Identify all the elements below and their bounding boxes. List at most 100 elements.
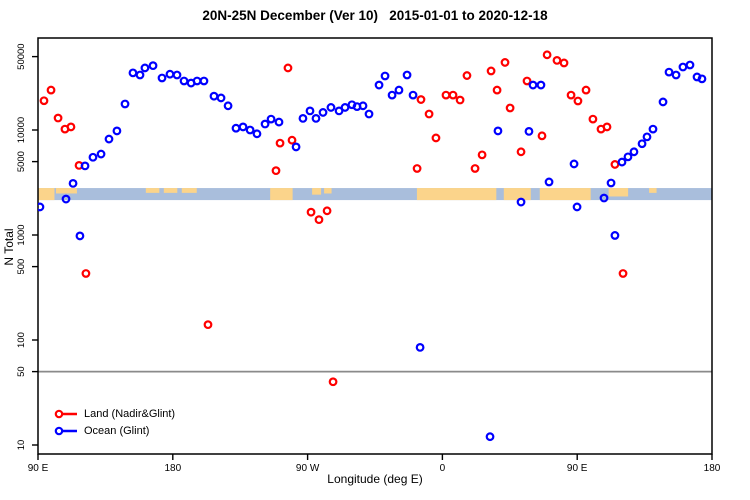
scatter-point (402, 70, 412, 80)
y-axis-label: N Total (2, 228, 16, 266)
scatter-point (493, 126, 503, 136)
scatter-point (120, 99, 130, 109)
scatter-point (179, 76, 189, 86)
scatter-point (544, 177, 554, 187)
scatter-point (260, 119, 270, 129)
scatter-point (66, 122, 76, 132)
scatter-point (448, 90, 458, 100)
scatter-point (231, 123, 241, 133)
scatter-point (340, 103, 350, 112)
legend-item-land: Land (Nadir&Glint) (50, 406, 175, 422)
legend: Land (Nadir&Glint) Ocean (Glint) (50, 406, 175, 439)
scatter-point (39, 96, 49, 106)
scatter-point (46, 85, 56, 95)
scatter-point (664, 67, 674, 77)
map-strip-land (649, 188, 657, 193)
scatter-point (291, 142, 301, 152)
scatter-point (322, 206, 332, 216)
scatter-point (629, 147, 639, 157)
x-tick-label: 180 (164, 463, 181, 474)
legend-label: Ocean (Glint) (84, 425, 150, 437)
scatter-point (306, 207, 316, 217)
map-strip-land (55, 188, 77, 194)
x-tick-label: 0 (440, 463, 446, 474)
map-strip-land (181, 188, 197, 193)
scatter-point (135, 70, 145, 80)
scatter-point (588, 114, 598, 124)
y-tick-label: 50000 (16, 43, 27, 69)
scatter-point (326, 103, 336, 112)
scatter-point (610, 231, 620, 240)
scatter-point (516, 147, 526, 157)
series-land (39, 50, 628, 387)
x-tick-label: 90 E (28, 463, 49, 474)
scatter-point (522, 76, 532, 86)
scatter-point (685, 60, 695, 70)
y-tick-label: 10 (16, 440, 27, 451)
scatter-point (380, 71, 390, 81)
scatter-point (569, 159, 579, 169)
scatter-point (274, 117, 284, 127)
map-strip-land (539, 188, 591, 201)
scatter-point (602, 122, 612, 132)
series-ocean (38, 60, 707, 442)
map-strip-land (324, 188, 332, 194)
scatter-point (81, 269, 91, 278)
scatter-point (53, 113, 63, 123)
scatter-point (112, 126, 122, 136)
scatter-point (140, 63, 150, 73)
chart-title: 20N-25N December (Ver 10) 2015-01-01 to … (202, 8, 548, 23)
scatter-point (573, 96, 583, 106)
y-tick-label: 10000 (16, 117, 27, 143)
scatter-point (470, 164, 480, 173)
scatter-point (441, 90, 451, 100)
scatter-point (671, 70, 681, 80)
scatter-point (658, 97, 668, 107)
x-tick-label: 90 E (567, 463, 588, 474)
scatter-point (75, 231, 85, 241)
y-tick-label: 50 (16, 366, 27, 377)
scatter-point (697, 74, 707, 84)
scatter-point (542, 50, 552, 60)
legend-marker-icon (54, 426, 77, 436)
scatter-point (199, 76, 209, 86)
map-strip-land (145, 188, 160, 193)
scatter-point (637, 139, 647, 149)
y-tick-label: 500 (16, 259, 27, 275)
scatter-point (165, 69, 175, 79)
scatter-point (328, 377, 338, 387)
scatter-point (416, 95, 426, 104)
scatter-point (477, 150, 487, 160)
scatter-point (61, 194, 71, 204)
scatter-point (96, 149, 106, 159)
x-tick-label: 90 W (296, 463, 320, 474)
scatter-point (431, 133, 441, 143)
scatter-point (216, 93, 226, 103)
y-tick-label: 5000 (16, 151, 27, 172)
scatter-point (566, 90, 576, 100)
legend-label: Land (Nadir&Glint) (84, 408, 176, 420)
scatter-point (623, 152, 633, 162)
scatter-point (424, 109, 434, 119)
scatter-point (537, 131, 547, 141)
scatter-point (38, 202, 45, 212)
scatter-point (305, 106, 315, 116)
map-strip-land (38, 188, 55, 201)
scatter-point (252, 129, 262, 139)
scatter-point (528, 80, 538, 90)
scatter-point (128, 68, 138, 78)
scatter-point (500, 58, 510, 67)
map-strip-land (503, 188, 531, 201)
scatter-point (358, 101, 368, 111)
scatter-point (245, 125, 255, 135)
scatter-point (287, 135, 297, 145)
scatter-point (192, 76, 202, 86)
scatter-point (524, 126, 534, 136)
scatter-point (172, 70, 182, 80)
scatter-point (80, 161, 90, 171)
scatter-point (462, 71, 472, 80)
scatter-point (209, 91, 219, 101)
scatter-point (394, 85, 404, 95)
